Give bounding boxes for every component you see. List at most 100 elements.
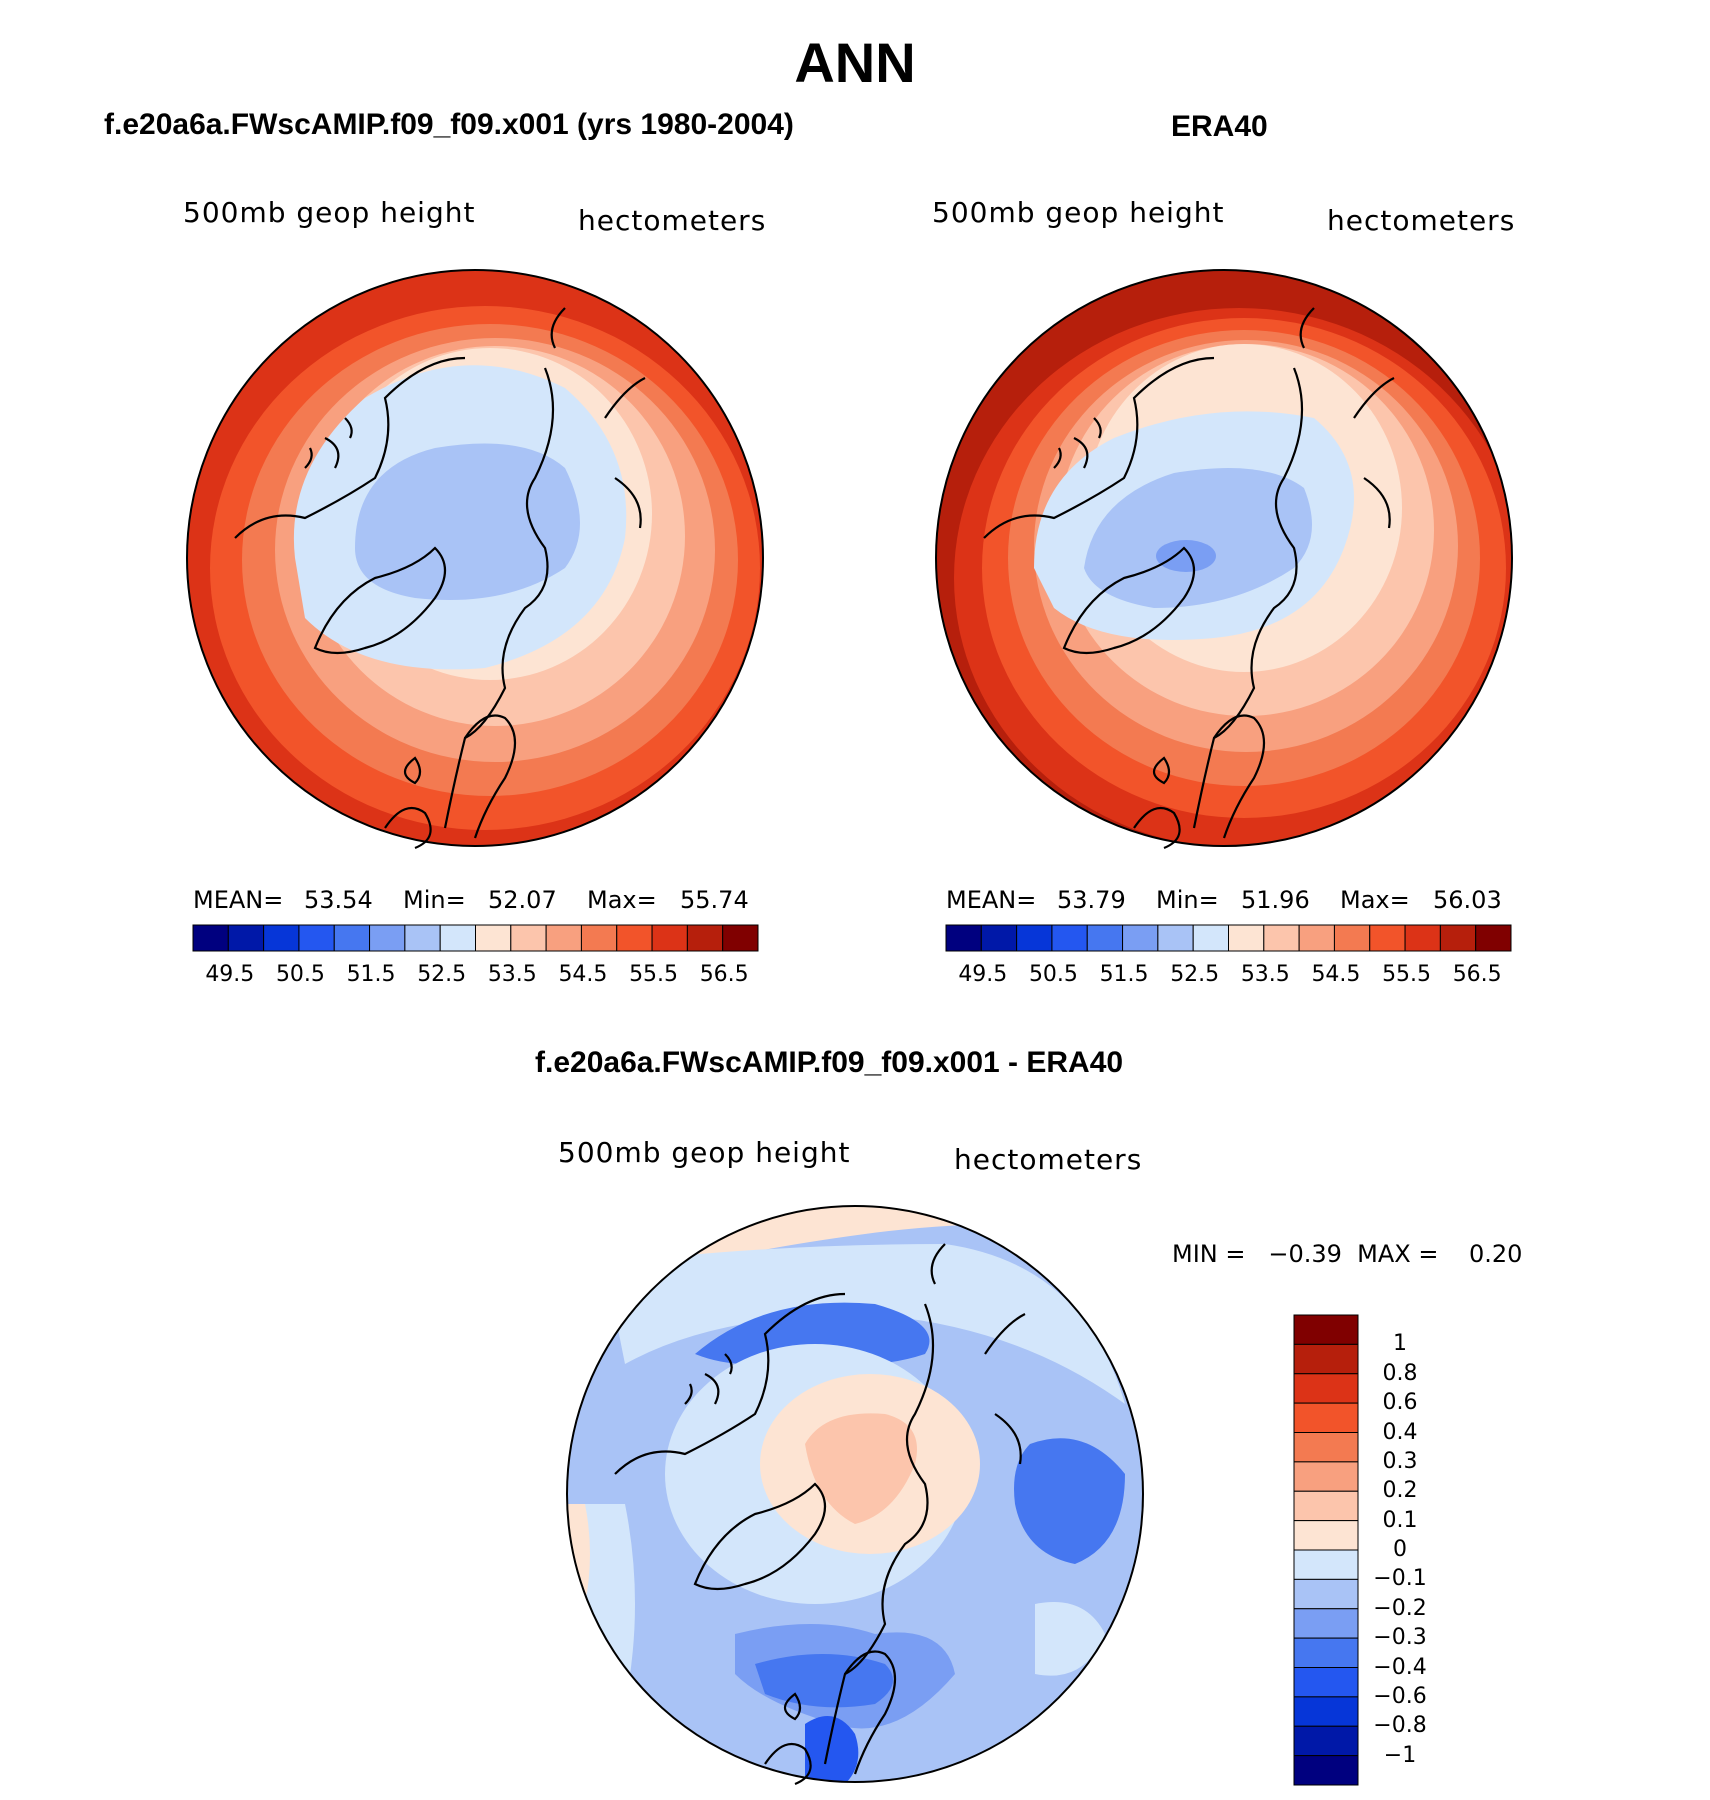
panel2-colorbar-swatch (1228, 924, 1265, 952)
panel2-colorbar-tick-label: 50.5 (1028, 962, 1078, 987)
diff-colorbar-swatch (1293, 1549, 1359, 1580)
panel1-colorbar-swatch (616, 924, 653, 952)
panel2-colorbar-tick-label: 49.5 (958, 962, 1008, 987)
panel1-min-label: Min= (403, 886, 466, 914)
panel1-colorbar-swatch (651, 924, 688, 952)
diff-colorbar-label: 0.2 (1382, 1478, 1418, 1504)
panel2-colorbar-tick-label: 51.5 (1099, 962, 1149, 987)
diff-band-north-dark (695, 1302, 930, 1364)
panel1-colorbar-swatch (545, 924, 582, 952)
diff-band-east-dark (1014, 1438, 1125, 1564)
panel1-colorbar-swatch (580, 924, 618, 952)
panel2-colorbar-tick-label: 53.5 (1240, 962, 1290, 987)
panel2-mean-value: 53.79 (1057, 886, 1126, 914)
panel1-colorbar-tick-label: 49.5 (205, 962, 255, 987)
panel1-colorbar-swatch (475, 924, 512, 952)
diff-colorbar-label: 0 (1393, 1537, 1407, 1562)
panel2-colorbar-swatch (980, 924, 1018, 952)
diff-colorbar-label: −0.3 (1373, 1625, 1427, 1651)
panel1-variable-label: 500mb geop height (183, 196, 476, 229)
diff-band-center-peak (805, 1413, 917, 1524)
panel2-colorbar-tick-label: 56.5 (1452, 962, 1502, 987)
panel1-mean-value: 53.54 (304, 886, 373, 914)
diff-colorbar-swatch (1293, 1490, 1359, 1522)
diff-colorbar-label: −0.1 (1373, 1566, 1427, 1592)
diff-units-label: hectometers (954, 1143, 1143, 1176)
diff-colorbar-swatch (1293, 1373, 1359, 1404)
panel1-colorbar-swatch (404, 924, 441, 952)
diff-colorbar-label: 0.4 (1382, 1419, 1418, 1445)
panel1-colorbar-tick-label: 54.5 (558, 962, 608, 987)
panel1-colorbar-tick-label: 55.5 (629, 962, 679, 987)
panel1-colorbar-swatch (298, 924, 335, 952)
panel1-colorbar-tick-label: 50.5 (275, 962, 325, 987)
diff-colorbar-swatch (1293, 1520, 1359, 1551)
panel1-mean-label: MEAN= (193, 886, 284, 914)
diff-colorbar-swatch (1293, 1432, 1359, 1463)
diff-colorbar-swatch (1293, 1637, 1359, 1668)
panel2-colorbar-swatch (1086, 924, 1124, 952)
panel2-colorbar-swatch (1298, 924, 1335, 952)
panel2-colorbar-swatch (1333, 924, 1371, 952)
panel2-mean-label: MEAN= (946, 886, 1037, 914)
panel1-colorbar-swatch (192, 924, 229, 952)
diff-colorbar-swatch (1293, 1578, 1359, 1610)
panel1-colorbar-swatch (227, 924, 265, 952)
diff-colorbar (1293, 1314, 1359, 1786)
panel2-colorbar (945, 924, 1512, 952)
diff-colorbar-swatch (1293, 1461, 1359, 1492)
panel2-colorbar-tick-label: 54.5 (1311, 962, 1361, 987)
diff-colorbar-label: 0.3 (1382, 1448, 1418, 1474)
panel2-colorbar-swatch (1263, 924, 1300, 952)
panel1-colorbar-swatch (333, 924, 371, 952)
panel2-variable-label: 500mb geop height (932, 196, 1225, 229)
diff-band-southeast-light (1035, 1602, 1105, 1676)
panel1-colorbar-tick-label: 56.5 (699, 962, 749, 987)
diff-colorbar-swatch (1293, 1608, 1359, 1639)
panel1-max-value: 55.74 (680, 886, 749, 914)
diff-colorbar-swatch (1293, 1725, 1359, 1757)
page-title: ANN (794, 31, 916, 94)
diff-colorbar-label: −0.4 (1373, 1654, 1427, 1680)
panel2-max-label: Max= (1340, 886, 1410, 914)
diff-colorbar-swatch (1293, 1343, 1359, 1375)
diff-colorbar-swatch (1293, 1402, 1359, 1433)
diff-colorbar-label: −0.8 (1373, 1713, 1427, 1739)
panel2-colorbar-swatch (1439, 924, 1477, 952)
diff-colorbar-labels: 1 0.8 0.6 0.4 0.3 0.2 0.1 0 −0.1 −0.2 −0.3 −0.4 −0.6… (1370, 1315, 1460, 1787)
panel1-title: f.e20a6a.FWscAMIP.f09_f09.x001 (yrs 1980… (104, 108, 794, 141)
panel2-max-value: 56.03 (1433, 886, 1502, 914)
diff-minmax: MIN = −0.39 MAX = 0.20 (1172, 1240, 1523, 1268)
panel1-colorbar (192, 924, 759, 952)
panel1-colorbar-swatch (686, 924, 724, 952)
panel1-colorbar-tick-label: 53.5 (487, 962, 537, 987)
diff-colorbar-swatch (1293, 1314, 1359, 1345)
map2-coastlines (983, 307, 1395, 850)
map1-band-52 (355, 443, 580, 600)
panel2-colorbar-swatch (1016, 924, 1053, 952)
diff-band-south-dark (755, 1654, 893, 1708)
panel2-colorbar-tick-label: 52.5 (1170, 962, 1220, 987)
panel1-colorbar-tick-label: 52.5 (417, 962, 467, 987)
diff-title: f.e20a6a.FWscAMIP.f09_f09.x001 - ERA40 (535, 1046, 1124, 1079)
diff-band-south-min (805, 1716, 859, 1782)
panel2-colorbar-swatch (1192, 924, 1229, 952)
panel2-colorbar-tick-label: 55.5 (1382, 962, 1432, 987)
diff-colorbar-label: −0.2 (1373, 1595, 1427, 1621)
panel1-max-label: Max= (587, 886, 657, 914)
panel1-colorbar-swatch (510, 924, 547, 952)
panel1-units-label: hectometers (578, 204, 767, 237)
panel2-colorbar-swatch (1157, 924, 1194, 952)
diff-polar-map (566, 1205, 1144, 1786)
panel1-polar-map (186, 269, 764, 850)
panel2-min-label: Min= (1156, 886, 1219, 914)
diff-colorbar-label: 0.6 (1382, 1390, 1418, 1416)
panel2-colorbar-swatch (945, 924, 982, 952)
diff-colorbar-label: 0.8 (1382, 1360, 1418, 1386)
diff-colorbar-swatch (1293, 1696, 1359, 1727)
diff-colorbar-swatch (1293, 1667, 1359, 1698)
diff-variable-label: 500mb geop height (558, 1136, 851, 1169)
panel2-colorbar-swatch (1475, 924, 1512, 952)
panel1-colorbar-swatch (722, 924, 759, 952)
panel2-units-label: hectometers (1327, 204, 1516, 237)
